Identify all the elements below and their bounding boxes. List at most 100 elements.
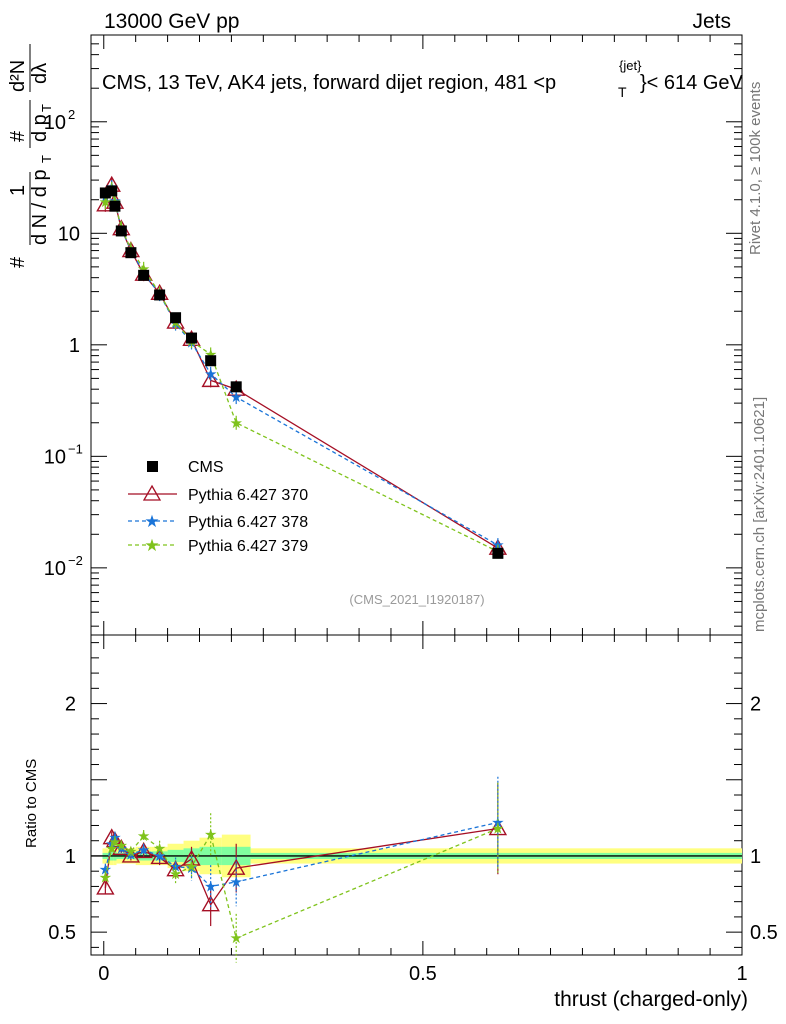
ratio-marker-p378: ★ xyxy=(204,878,217,895)
ratio-marker-p370 xyxy=(121,846,141,863)
ratio-marker-p370 xyxy=(112,838,131,856)
ylabel-den2-sub: T xyxy=(39,104,54,112)
marker-cms xyxy=(492,547,504,559)
legend-marker-cms xyxy=(147,461,158,472)
marker-p378: ★ xyxy=(204,366,217,383)
marker-cms xyxy=(205,355,217,367)
ratio-marker-p379: ★ xyxy=(137,828,150,845)
x-tick-label: 1 xyxy=(736,963,747,985)
y-tick-exponent: −1 xyxy=(68,441,83,456)
mcplots-label: mcplots.cern.ch [arXiv:2401.10621] xyxy=(751,397,768,632)
ratio-marker-p378: ★ xyxy=(229,874,242,891)
ratio-y-tick-label: 0.5 xyxy=(48,922,76,944)
ratio-marker-p378: ★ xyxy=(169,859,182,876)
analysis-id: (CMS_2021_I1920187) xyxy=(349,592,484,607)
ratio-marker-p378: ★ xyxy=(185,860,198,877)
ylabel-hash: # xyxy=(7,256,29,268)
ratio-y-tick-label-right: 0.5 xyxy=(750,922,778,944)
marker-cms xyxy=(115,225,127,237)
main-ylabel: # 1 d N / d p T # d p T d²N dλ xyxy=(7,44,54,268)
x-tick-label: 0.5 xyxy=(409,963,437,985)
marker-p378: ★ xyxy=(229,389,242,406)
ratio-plot-frame xyxy=(90,634,743,956)
header-right: Jets xyxy=(692,10,731,33)
plot-title: CMS, 13 TeV, AK4 jets, forward dijet reg… xyxy=(102,58,744,100)
marker-p370 xyxy=(201,370,220,388)
y-tick-label: 10 xyxy=(58,223,80,245)
marker-cms xyxy=(109,200,121,212)
ratio-marker-p379: ★ xyxy=(185,859,198,876)
ratio-marker-p379: ★ xyxy=(204,827,217,844)
header-left: 13000 GeV pp xyxy=(104,10,239,33)
ratio-ylabel: Ratio to CMS xyxy=(23,759,40,848)
ylabel-den-sub: T xyxy=(39,155,54,163)
ratio-y-tick-label-right: 2 xyxy=(750,694,761,716)
marker-cms xyxy=(170,312,182,324)
ratio-marker-p379: ★ xyxy=(229,930,242,947)
ratio-marker-p370 xyxy=(150,848,169,865)
ratio-marker-p370 xyxy=(134,841,153,859)
ratio-marker-p379: ★ xyxy=(153,840,166,857)
marker-cms xyxy=(138,269,150,281)
legend-label-p378: Pythia 6.427 378 xyxy=(188,514,308,531)
ratio-marker-p379: ★ xyxy=(115,837,128,854)
ratio-marker-p370 xyxy=(166,860,185,877)
marker-cms xyxy=(154,289,166,301)
ratio-marker-p370 xyxy=(96,878,115,895)
ratio-marker-p378: ★ xyxy=(153,848,166,865)
ylabel-d2n: d²N xyxy=(7,60,29,92)
legend: CMS Pythia 6.427 370 ★ Pythia 6.427 378 … xyxy=(128,459,308,555)
ratio-marker-p379: ★ xyxy=(99,869,112,886)
ylabel-dlambda: dλ xyxy=(29,63,51,84)
ratio-marker-p379: ★ xyxy=(124,843,137,860)
y-tick-exponent: −2 xyxy=(68,553,83,568)
x-tick-label: 0 xyxy=(98,963,109,985)
legend-entry-p379: ★ Pythia 6.427 379 xyxy=(128,536,308,555)
legend-entry-p370: Pythia 6.427 370 xyxy=(128,484,308,504)
legend-label-p370: Pythia 6.427 370 xyxy=(188,487,308,504)
y-tick-exponent: 2 xyxy=(68,107,75,122)
plot-title-end: }< 614 GeV xyxy=(640,72,744,94)
y-tick-label: 10 xyxy=(44,558,66,580)
ylabel-one: 1 xyxy=(7,185,29,196)
marker-cms xyxy=(106,185,118,197)
ratio-marker-p370 xyxy=(201,895,220,912)
legend-label-p379: Pythia 6.427 379 xyxy=(188,538,308,555)
ratio-y-tick-label: 2 xyxy=(65,694,76,716)
marker-cms xyxy=(99,187,111,199)
marker-cms xyxy=(186,332,198,344)
ratio-line-p378 xyxy=(104,821,499,888)
marker-cms xyxy=(230,381,242,393)
ylabel-hash2: # xyxy=(7,130,29,142)
plot-title-sup: {jet} xyxy=(619,58,642,73)
legend-marker-p378: ★ xyxy=(144,512,159,531)
ratio-marker-p379: ★ xyxy=(108,834,121,851)
plot-title-sub: T xyxy=(618,84,627,100)
ratio-y-tick-label-right: 1 xyxy=(750,846,761,868)
legend-marker-p379: ★ xyxy=(144,536,159,555)
ratio-marker-p379: ★ xyxy=(169,866,182,883)
legend-entry-p378: ★ Pythia 6.427 378 xyxy=(128,512,308,531)
legend-marker-p370 xyxy=(142,484,162,501)
ratio-y-tick-label: 1 xyxy=(65,846,76,868)
ratio-marker-p378: ★ xyxy=(137,842,150,859)
ylabel-den: d N / d p xyxy=(29,169,51,245)
ratio-marker-p378: ★ xyxy=(99,862,112,879)
xlabel: thrust (charged-only) xyxy=(554,988,748,1011)
ratio-marker-p379: ★ xyxy=(491,821,504,838)
ratio-line-p379 xyxy=(104,827,499,940)
legend-label-cms: CMS xyxy=(188,459,224,476)
marker-p379: ★ xyxy=(99,194,112,211)
ratio-plot: 0 0.5 10.5 0.51 12 2★★★★★ ★ ★★ ★★ ★★★★★★★★★★ ★★★★ xyxy=(48,635,778,985)
legend-entry-cms: CMS xyxy=(147,459,224,476)
marker-p379: ★ xyxy=(229,415,242,432)
y-tick-label: 10 xyxy=(44,112,66,134)
ratio-marker-p370 xyxy=(105,831,125,848)
y-tick-label: 10 xyxy=(44,446,66,468)
plot-title-text: CMS, 13 TeV, AK4 jets, forward dijet reg… xyxy=(102,72,556,94)
marker-cms xyxy=(125,247,137,259)
rivet-version-label: Rivet 4.1.0, ≥ 100k events xyxy=(747,82,764,255)
y-tick-label: 1 xyxy=(69,335,80,357)
